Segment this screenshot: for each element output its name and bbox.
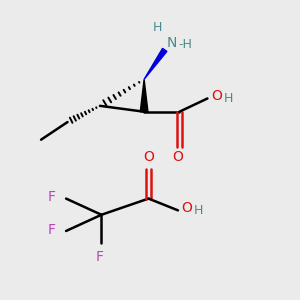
Polygon shape [140, 79, 148, 112]
Text: F: F [47, 223, 56, 236]
Text: N: N [167, 35, 178, 50]
Text: H: H [153, 21, 162, 34]
Text: O: O [182, 201, 192, 215]
Text: O: O [143, 150, 154, 164]
Text: O: O [172, 150, 183, 164]
Text: H: H [224, 92, 233, 105]
Text: F: F [47, 190, 56, 204]
Text: O: O [211, 89, 222, 103]
Polygon shape [144, 48, 167, 79]
Text: H: H [194, 204, 203, 217]
Text: -H: -H [179, 38, 193, 51]
Text: F: F [96, 250, 104, 264]
